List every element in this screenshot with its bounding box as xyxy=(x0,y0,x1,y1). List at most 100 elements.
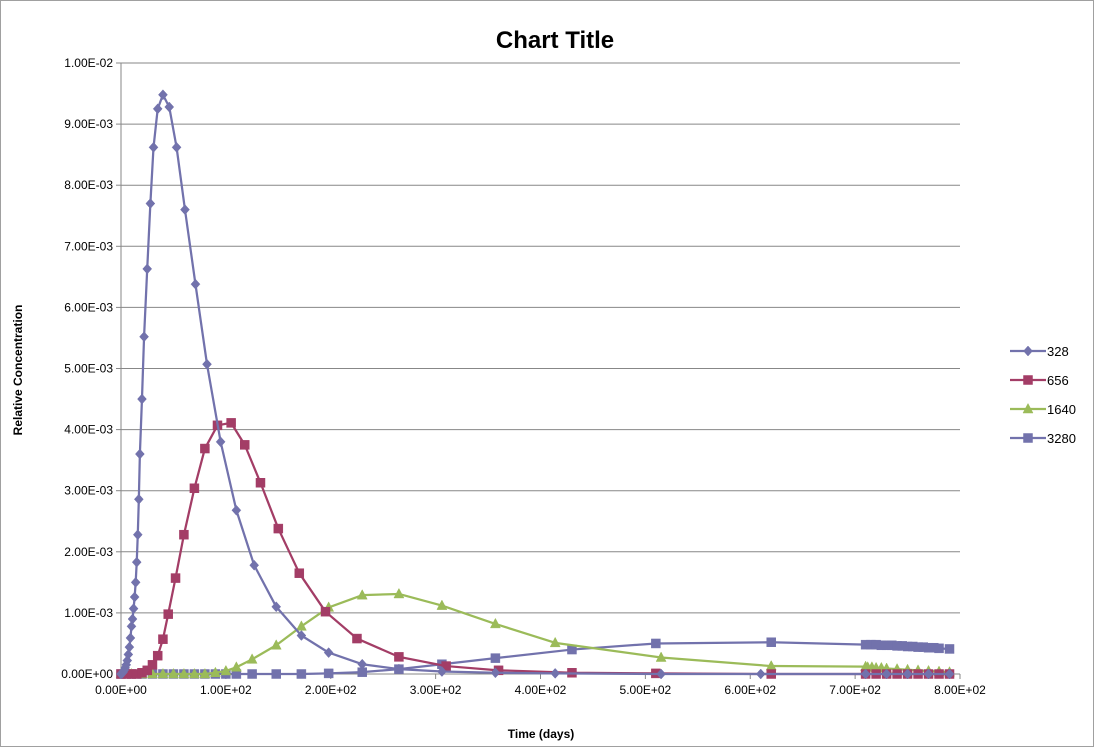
y-tick-label: 7.00E-03 xyxy=(64,239,113,253)
data-point-1640 xyxy=(209,666,221,678)
series-area xyxy=(115,89,955,680)
data-point-328 xyxy=(190,278,201,290)
legend-label: 328 xyxy=(1047,344,1069,359)
y-axis-title: Relative Concentration xyxy=(11,305,25,436)
legend-marker xyxy=(1023,375,1033,385)
data-point-328 xyxy=(437,666,447,677)
data-point-3280 xyxy=(271,669,281,679)
data-point-1640 xyxy=(393,587,405,599)
data-point-328 xyxy=(145,198,156,209)
data-point-328 xyxy=(755,668,766,680)
data-point-328 xyxy=(394,663,404,675)
data-point-656 xyxy=(294,568,305,578)
data-point-328 xyxy=(944,668,955,680)
data-point-328 xyxy=(164,101,175,113)
data-point-3280 xyxy=(766,637,776,647)
legend-label: 656 xyxy=(1047,373,1069,388)
data-point-328 xyxy=(132,529,143,541)
x-tick-label: 1.00E+02 xyxy=(200,683,252,697)
legend-marker xyxy=(1023,345,1033,357)
data-point-1640 xyxy=(168,667,179,679)
data-point-1640 xyxy=(436,599,448,610)
x-tick-label: 7.00E+02 xyxy=(829,683,881,697)
data-point-328 xyxy=(127,613,138,625)
data-point-328 xyxy=(296,630,307,641)
data-point-3280 xyxy=(490,653,501,663)
data-point-328 xyxy=(171,141,182,153)
y-tick-label: 6.00E-03 xyxy=(64,300,113,314)
x-tick-label: 3.00E+02 xyxy=(410,683,462,697)
y-tick-label: 1.00E-03 xyxy=(64,606,113,620)
data-point-328 xyxy=(231,504,242,516)
gridlines xyxy=(121,62,960,614)
data-point-328 xyxy=(323,647,334,658)
x-tick-label: 5.00E+02 xyxy=(620,683,672,697)
data-point-656 xyxy=(163,609,173,619)
data-point-328 xyxy=(656,668,666,680)
data-point-328 xyxy=(902,668,913,680)
x-tick-label: 4.00E+02 xyxy=(515,683,567,697)
legend-item-3280: 3280 xyxy=(1010,431,1076,446)
y-tick-label: 1.00E-02 xyxy=(64,56,113,70)
data-point-328 xyxy=(202,358,212,370)
data-point-3280 xyxy=(934,643,944,654)
y-tick-label: 8.00E-03 xyxy=(64,178,113,192)
y-tick-label: 0.00E+00 xyxy=(61,667,113,681)
axes: 0.00E+00 1.00E-03 2.00E-03 3.00E-03 4.00E-03… xyxy=(61,56,986,697)
data-point-328 xyxy=(180,204,190,216)
data-point-656 xyxy=(152,650,163,661)
data-point-1640 xyxy=(178,667,190,679)
data-point-1640 xyxy=(157,667,169,679)
data-point-1640 xyxy=(295,620,307,631)
data-point-1640 xyxy=(549,636,561,648)
data-point-328 xyxy=(357,658,368,670)
data-point-328 xyxy=(123,649,134,660)
data-point-1640 xyxy=(489,617,501,629)
data-point-656 xyxy=(142,665,152,676)
data-point-656 xyxy=(352,633,362,644)
data-point-1640 xyxy=(230,661,242,672)
x-axis-title: Time (days) xyxy=(508,727,574,741)
chart-title: Chart Title xyxy=(496,27,614,54)
data-point-3280 xyxy=(944,644,955,654)
data-point-3280 xyxy=(323,668,334,679)
series-line-3280 xyxy=(121,641,950,676)
data-point-328 xyxy=(133,493,144,505)
data-point-656 xyxy=(200,443,210,454)
y-tick-label: 9.00E-03 xyxy=(64,117,113,131)
data-point-328 xyxy=(490,667,501,679)
y-tick-label: 3.00E-03 xyxy=(64,484,113,498)
y-tick-label: 4.00E-03 xyxy=(64,423,113,437)
data-point-656 xyxy=(189,483,200,494)
y-tick-label: 2.00E-03 xyxy=(64,545,113,559)
data-point-328 xyxy=(271,601,282,613)
data-point-328 xyxy=(130,576,141,588)
series-1640 xyxy=(115,587,955,679)
x-tick-label: 2.00E+02 xyxy=(305,683,357,697)
x-tick-label: 6.00E+02 xyxy=(724,683,776,697)
data-point-328 xyxy=(125,632,136,644)
data-point-328 xyxy=(152,103,163,115)
data-point-328 xyxy=(126,620,137,632)
data-point-328 xyxy=(131,556,142,568)
data-point-3280 xyxy=(247,669,257,679)
data-point-328 xyxy=(129,591,140,603)
data-point-328 xyxy=(139,331,149,343)
data-point-1640 xyxy=(655,651,667,662)
series-328 xyxy=(116,89,955,680)
data-point-328 xyxy=(148,141,159,153)
legend-label: 3280 xyxy=(1047,431,1076,446)
data-point-328 xyxy=(215,436,226,448)
series-line-328 xyxy=(120,93,950,676)
series-656 xyxy=(116,418,955,679)
legend-marker xyxy=(1022,402,1034,414)
data-point-328 xyxy=(881,668,892,680)
x-tick-label: 8.00E+02 xyxy=(934,683,986,697)
legend: 328 656 1640 3280 xyxy=(1010,344,1076,446)
data-point-328 xyxy=(142,263,153,275)
data-point-1640 xyxy=(220,664,232,676)
x-tick-label: 0.00E+00 xyxy=(95,683,147,697)
data-point-656 xyxy=(226,418,236,428)
data-point-328 xyxy=(124,641,135,653)
